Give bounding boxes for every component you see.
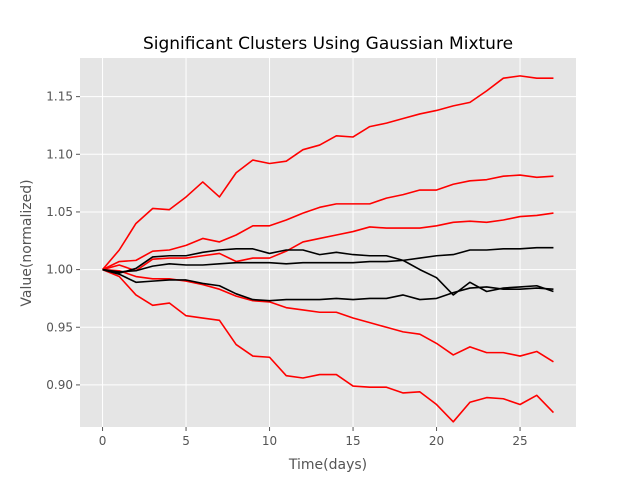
series-line-7 xyxy=(102,268,554,302)
y-tick-label: 1.15 xyxy=(46,90,73,104)
y-tick-label: 0.95 xyxy=(46,320,73,334)
x-axis-label: Time(days) xyxy=(288,457,367,473)
x-tick-label: 0 xyxy=(99,434,107,448)
y-tick-label: 1.10 xyxy=(46,147,73,161)
y-tick-label: 1.05 xyxy=(46,205,73,219)
chart-title: Significant Clusters Using Gaussian Mixt… xyxy=(143,34,513,54)
series-line-8 xyxy=(102,246,554,273)
x-tick-label: 5 xyxy=(182,434,190,448)
ticks: 0 5 10 15 20 25 0.90 0.95 1.00 1.05 1.10 1.15 xyxy=(46,90,527,448)
series-layer xyxy=(101,75,555,423)
series-line-3 xyxy=(102,212,554,272)
y-tick-label: 1.00 xyxy=(46,263,73,277)
series-line-1 xyxy=(101,75,554,271)
x-tick-label: 20 xyxy=(429,434,444,448)
series-line-5 xyxy=(102,268,555,423)
x-tick-label: 10 xyxy=(262,434,277,448)
grid xyxy=(80,58,576,427)
series-line-2 xyxy=(102,174,554,271)
plot-area xyxy=(80,58,576,427)
x-tick-label: 15 xyxy=(345,434,360,448)
x-tick-label: 25 xyxy=(512,434,527,448)
y-tick-label: 0.90 xyxy=(46,378,73,392)
y-axis-label: Value(normalized) xyxy=(19,179,35,306)
